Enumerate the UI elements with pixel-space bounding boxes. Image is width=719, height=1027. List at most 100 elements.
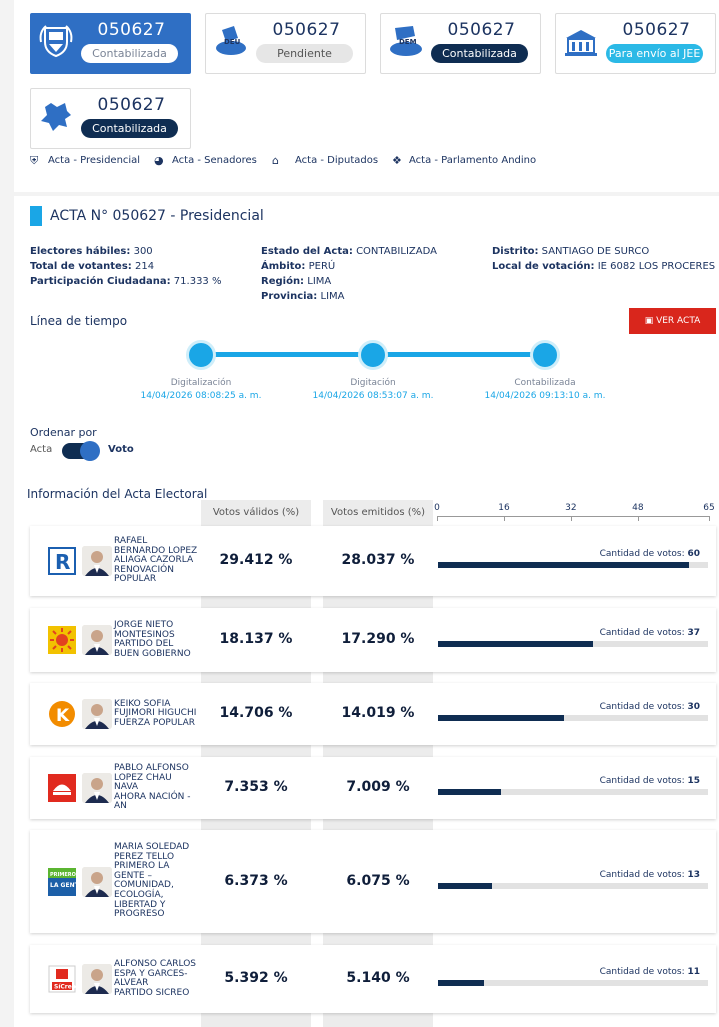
candidate-name-block: PABLO ALFONSO LOPEZ CHAU NAVA AHORA NACIÓ… — [114, 763, 198, 812]
svg-text:R: R — [55, 550, 70, 574]
candidate-name: JORGE NIETO MONTESINOS — [114, 620, 175, 640]
candidate-photo — [82, 625, 112, 655]
deu-icon: ◕ — [154, 154, 164, 167]
candidate-photo — [82, 964, 112, 994]
map-icon: ❖ — [392, 154, 402, 167]
status-badge: Pendiente — [256, 44, 353, 63]
info-participacion: Participación Ciudadana: 71.333 % — [30, 276, 222, 287]
party-name: AHORA NACIÓN - AN — [114, 791, 191, 812]
acta-card-diputados[interactable]: DEM 050627 Contabilizada — [380, 13, 541, 74]
cantidad-label: Cantidad de votos: — [599, 549, 688, 559]
ver-acta-button[interactable]: ▣ VER ACTA — [629, 308, 716, 334]
candidate-row: SíCreo ALFONSO CARLOS ESPA Y GARCES-ALVEA… — [30, 945, 716, 1013]
candidate-row: R RAFAEL BERNARDO LOPEZ ALIAGA CAZORLA REN… — [30, 526, 716, 596]
info-local: Local de votación: IE 6082 LOS PROCERES — [492, 261, 716, 272]
acta-number: 050627 — [447, 20, 516, 40]
votes-bar-track — [438, 562, 708, 568]
info-estado: Estado del Acta: CONTABILIZADA — [261, 246, 437, 257]
cantidad-votos: Cantidad de votos: 15 — [600, 776, 700, 786]
dem-logo-icon: DEM — [390, 26, 422, 56]
cantidad-label: Cantidad de votos: — [599, 869, 688, 880]
ver-acta-label: VER ACTA — [656, 316, 701, 326]
votos-emitidos-value: 7.009 % — [346, 779, 410, 795]
parlamento-andino-icon — [41, 103, 71, 131]
timeline-step-date: 14/04/2026 08:53:07 a. m. — [312, 391, 434, 401]
acta-card-parlamento-andino[interactable]: 050627 Contabilizada — [30, 88, 191, 149]
deu-logo-icon: DEU — [216, 26, 246, 55]
candidate-photo — [82, 699, 112, 729]
party-name: PARTIDO DEL BUEN GOBIERNO — [114, 639, 191, 659]
votes-bar — [438, 715, 564, 721]
candidate-row: PRIMERO LA GENTE MARIA SOLEDAD PEREZ TELLO… — [30, 830, 716, 933]
status-badge: Contabilizada — [81, 44, 178, 63]
candidate-name: PABLO ALFONSO LOPEZ CHAU NAVA — [114, 763, 189, 793]
votes-bar-track — [438, 980, 708, 986]
col-header-validos: Votos válidos (%) — [212, 507, 300, 518]
buen-gobierno-sun-logo — [48, 626, 76, 654]
info-distrito: Distrito: SANTIAGO DE SURCO — [492, 246, 650, 257]
digitacion-icon — [358, 340, 388, 370]
image-icon: ▣ — [644, 316, 657, 326]
link-acta-parlamento-andino[interactable]: Acta - Parlamento Andino — [409, 155, 537, 166]
party-name: FUERZA POPULAR — [114, 717, 196, 728]
votos-validos-value: 14.706 % — [219, 705, 293, 721]
party-name: PRIMERO LA GENTE – COMUNIDAD, ECOLOGÍA, … — [114, 861, 174, 920]
candidate-row: JORGE NIETO MONTESINOS PARTIDO DEL BUEN G… — [30, 608, 716, 672]
cantidad-value: 60 — [687, 549, 700, 559]
votos-emitidos-value: 28.037 % — [341, 552, 415, 568]
cantidad-value: 13 — [687, 869, 700, 880]
cantidad-value: 37 — [687, 628, 700, 638]
axis-tick — [709, 516, 710, 521]
link-acta-senadores[interactable]: Acta - Senadores — [172, 155, 257, 166]
candidate-name-block: RAFAEL BERNARDO LOPEZ ALIAGA CAZORLA RENO… — [114, 536, 198, 585]
sort-option-voto[interactable]: Voto — [108, 444, 134, 455]
candidate-row: K KEIKO SOFIA FUJIMORI HIGUCHI FUERZA POPU… — [30, 683, 716, 745]
cantidad-votos: Cantidad de votos: 13 — [600, 870, 700, 880]
cantidad-value: 30 — [687, 702, 700, 712]
svg-text:DEU: DEU — [224, 38, 241, 46]
axis-tick-label: 48 — [632, 503, 644, 513]
info-votantes: Total de votantes: 214 — [30, 261, 155, 272]
status-badge: Contabilizada — [431, 44, 528, 63]
cantidad-label: Cantidad de votos: — [599, 702, 688, 712]
axis-tick-label: 16 — [498, 503, 510, 513]
svg-text:SíCreo: SíCreo — [54, 984, 76, 991]
acta-card-presidencial[interactable]: 050627 Contabilizada — [30, 13, 191, 74]
peru-shield-icon — [39, 25, 73, 58]
timeline-title: Línea de tiempo — [30, 314, 128, 328]
votos-emitidos-value: 17.290 % — [341, 631, 415, 647]
sort-option-acta[interactable]: Acta — [30, 444, 53, 455]
link-acta-diputados[interactable]: Acta - Diputados — [295, 155, 379, 166]
votos-emitidos-value: 14.019 % — [341, 705, 415, 721]
sort-toggle[interactable] — [62, 441, 100, 461]
votes-bar — [438, 789, 501, 795]
info-provincia: Provincia: LIMA — [261, 291, 345, 302]
acta-card-senadores[interactable]: DEU 050627 Pendiente — [205, 13, 366, 74]
timeline-step-label: Contabilizada — [514, 378, 576, 388]
fuerza-popular-k-logo: K — [48, 700, 76, 728]
votes-bar — [438, 641, 593, 647]
status-badge: Para envío al JEE — [606, 44, 703, 63]
info-ambito: Ámbito: PERÚ — [261, 261, 336, 272]
timeline-step-label: Digitalización — [170, 378, 232, 388]
candidate-name-block: ALFONSO CARLOS ESPA Y GARCES-ALVEAR PARTI… — [114, 959, 198, 998]
shield-icon: ⛨ — [30, 154, 39, 167]
votes-bar-track — [438, 882, 708, 889]
party-name: PARTIDO SICREO — [114, 987, 190, 998]
cantidad-votos: Cantidad de votos: 30 — [600, 702, 700, 712]
link-acta-presidencial[interactable]: Acta - Presidencial — [48, 155, 141, 166]
sort-title: Ordenar por — [30, 426, 97, 439]
axis-tick-label: 32 — [565, 503, 577, 513]
acta-card-jee[interactable]: 050627 Para envío al JEE — [555, 13, 716, 74]
votos-emitidos-value: 6.075 % — [346, 872, 410, 889]
svg-text:K: K — [56, 706, 70, 726]
contabilizada-check-icon — [530, 340, 560, 370]
votes-bar-track — [438, 641, 708, 647]
axis-tick-label: 0 — [434, 503, 440, 513]
votes-bar-track — [438, 715, 708, 721]
axis-tick — [437, 516, 438, 521]
candidate-name: MARIA SOLEDAD PEREZ TELLO — [114, 842, 190, 862]
digitalizacion-icon — [186, 340, 216, 370]
candidate-photo — [82, 866, 112, 897]
candidate-row: PABLO ALFONSO LOPEZ CHAU NAVA AHORA NACIÓ… — [30, 757, 716, 819]
